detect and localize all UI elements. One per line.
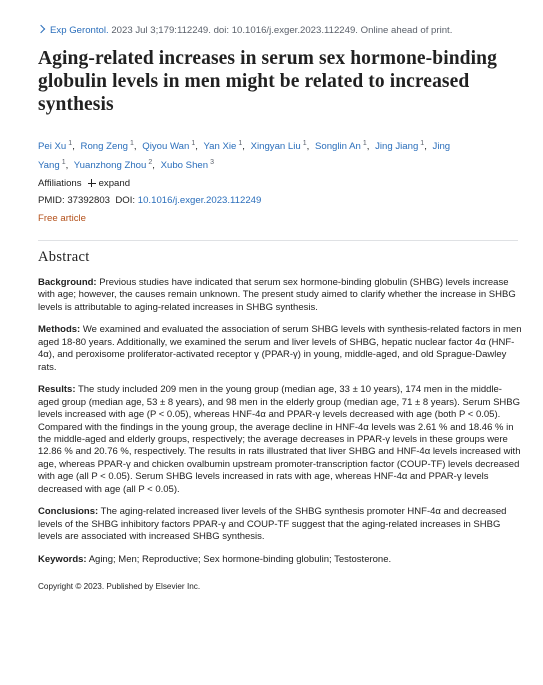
divider [38,240,518,241]
author-name: Qiyou Wan [142,141,190,153]
copyright: Copyright © 2023. Published by Elsevier … [38,582,201,592]
author[interactable]: Jing Jiang 1 [375,140,430,153]
author-name: Rong Zeng [80,141,128,153]
affiliation-number: 1 [68,140,73,147]
affiliation-number: 1 [302,140,307,147]
author-name: Xingyan Liu [250,141,301,153]
journal-link[interactable]: Exp Gerontol. [50,25,109,36]
author-name: Jing Jiang [375,141,419,153]
identifiers: PMID: 37392803 DOI: 10.1016/j.exger.2023… [38,195,261,206]
author[interactable]: Yan Xie 1 [203,140,247,153]
author[interactable]: Xubo Shen 3 [160,159,214,172]
author-name: Pei Xu [38,141,67,153]
section-text: The aging-related increased liver levels… [38,506,507,543]
article-title: Aging-related increases in serum sex hor… [38,48,497,115]
section-label: Conclusions: [38,506,99,518]
author-name: Yan Xie [203,141,237,153]
section-text: Previous studies have indicated that ser… [38,277,516,313]
affiliations-toggle[interactable]: Affiliations expand [38,178,130,189]
section-label: Results: [38,384,76,396]
doi-label: DOI: [115,195,136,206]
author[interactable]: Yuanzhong Zhou 2 [73,159,158,172]
abstract-section: Background: Previous studies have indica… [38,277,522,314]
citation: Exp Gerontol. 2023 Jul 3;179:112249. doi… [36,24,453,36]
expand-label: expand [98,178,131,189]
keywords-text: Aging; Men; Reproductive; Sex hormone-bi… [88,553,392,565]
section-text: The study included 209 men in the young … [38,384,521,495]
section-label: Background: [38,277,97,288]
citation-details: 2023 Jul 3;179:112249. doi: 10.1016/j.ex… [111,25,453,36]
author[interactable]: Xingyan Liu 1 [250,140,313,153]
affiliation-number: 1 [130,140,134,147]
author[interactable]: Qiyou Wan 1 [142,140,201,153]
pmid-label: PMID: [38,195,65,206]
abstract-body: Background: Previous studies have indica… [38,277,522,594]
affiliation-number: 1 [61,159,66,167]
affiliation-number: 3 [210,159,214,167]
free-article: Free article [38,213,86,224]
keywords-label: Keywords: [38,553,87,565]
section-label: Methods: [38,324,81,336]
abstract-section: Results: The study included 209 men in t… [38,384,522,496]
affiliation-number: 1 [362,140,367,147]
plus-icon [87,179,96,187]
doi-link[interactable]: 10.1016/j.exger.2023.112249 [137,195,262,206]
affiliation-number: 1 [191,140,196,147]
chevron-icon [36,24,46,34]
section-text: We examined and evaluated the associatio… [38,324,522,373]
affiliations-label: Affiliations [38,178,82,189]
author[interactable]: Songlin An 1 [314,140,372,153]
author-name: Yuanzhong Zhou [73,160,147,172]
author[interactable]: Pei Xu 1 [38,140,78,153]
pmid-value: 37392803 [67,195,111,206]
author-name: Jing Yang [38,141,451,172]
author-name: Songlin An [314,141,361,153]
abstract-section: Conclusions: The aging-related increased… [38,506,522,543]
affiliation-number: 1 [420,140,425,147]
author-name: Xubo Shen [160,160,209,172]
abstract-section: Methods: We examined and evaluated the a… [38,324,522,374]
affiliation-number: 2 [148,159,153,167]
abstract-heading: Abstract [38,249,90,265]
keywords: Keywords: Aging; Men; Reproductive; Sex … [38,554,522,566]
affiliation-number: 1 [238,140,243,147]
author[interactable]: Rong Zeng 1 [80,140,140,153]
